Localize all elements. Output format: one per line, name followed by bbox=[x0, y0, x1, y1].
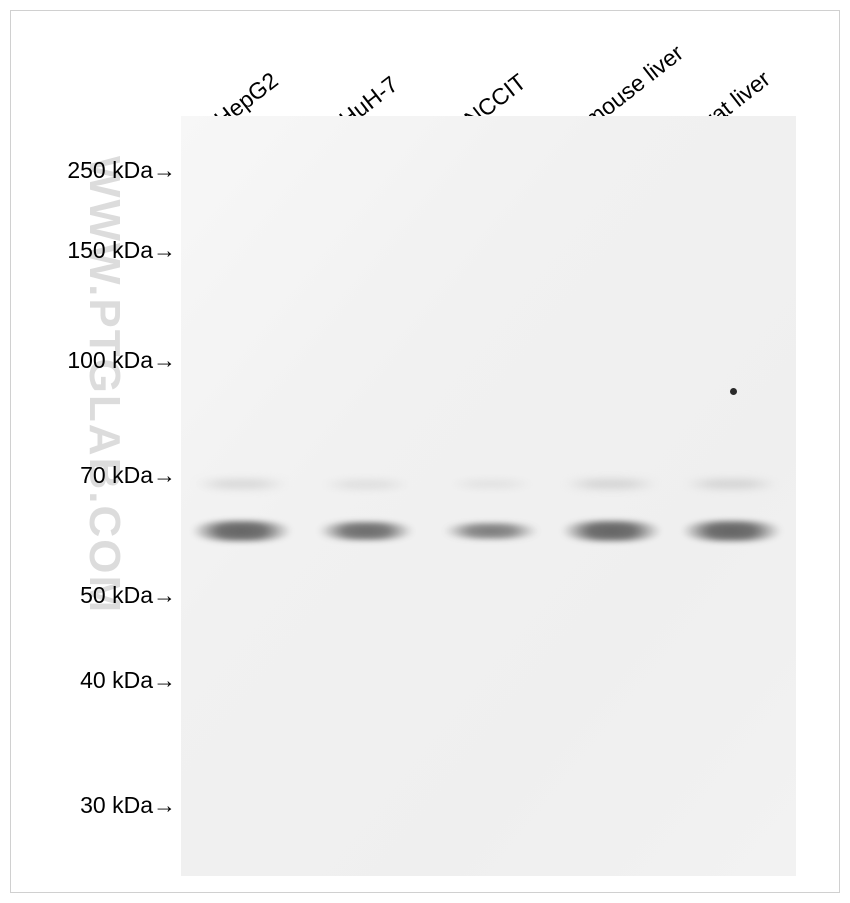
band-core bbox=[687, 525, 775, 538]
figure-frame: WWW.PTGLAB.COM 250 kDa→150 kDa→100 kDa→7… bbox=[10, 10, 840, 893]
band-core bbox=[449, 526, 533, 536]
arrow-icon: → bbox=[153, 582, 176, 609]
arrow-icon: → bbox=[153, 157, 176, 184]
marker-label: 100 kDa→ bbox=[31, 347, 176, 374]
marker-label: 150 kDa→ bbox=[31, 237, 176, 264]
marker-label: 70 kDa→ bbox=[31, 462, 176, 489]
band-faint bbox=[191, 479, 291, 489]
artifact-speck bbox=[730, 388, 737, 395]
arrow-icon: → bbox=[153, 462, 176, 489]
marker-value: 70 kDa bbox=[80, 462, 153, 488]
band-faint bbox=[319, 480, 414, 489]
blot-area bbox=[181, 116, 796, 876]
band-core bbox=[567, 525, 655, 538]
marker-value: 100 kDa bbox=[67, 347, 153, 373]
marker-value: 40 kDa bbox=[80, 667, 153, 693]
band-faint bbox=[561, 479, 661, 489]
marker-value: 150 kDa bbox=[67, 237, 153, 263]
marker-label: 40 kDa→ bbox=[31, 667, 176, 694]
band-core bbox=[197, 525, 285, 538]
arrow-icon: → bbox=[153, 792, 176, 819]
band-core bbox=[324, 525, 408, 537]
marker-label: 50 kDa→ bbox=[31, 582, 176, 609]
marker-value: 250 kDa bbox=[67, 157, 153, 183]
marker-label: 250 kDa→ bbox=[31, 157, 176, 184]
arrow-icon: → bbox=[153, 347, 176, 374]
arrow-icon: → bbox=[153, 237, 176, 264]
band-faint bbox=[446, 480, 536, 488]
marker-label: 30 kDa→ bbox=[31, 792, 176, 819]
watermark-text: WWW.PTGLAB.COM bbox=[79, 156, 129, 614]
band-faint bbox=[681, 479, 781, 489]
marker-value: 50 kDa bbox=[80, 582, 153, 608]
arrow-icon: → bbox=[153, 667, 176, 694]
blot-background bbox=[181, 116, 796, 876]
marker-value: 30 kDa bbox=[80, 792, 153, 818]
